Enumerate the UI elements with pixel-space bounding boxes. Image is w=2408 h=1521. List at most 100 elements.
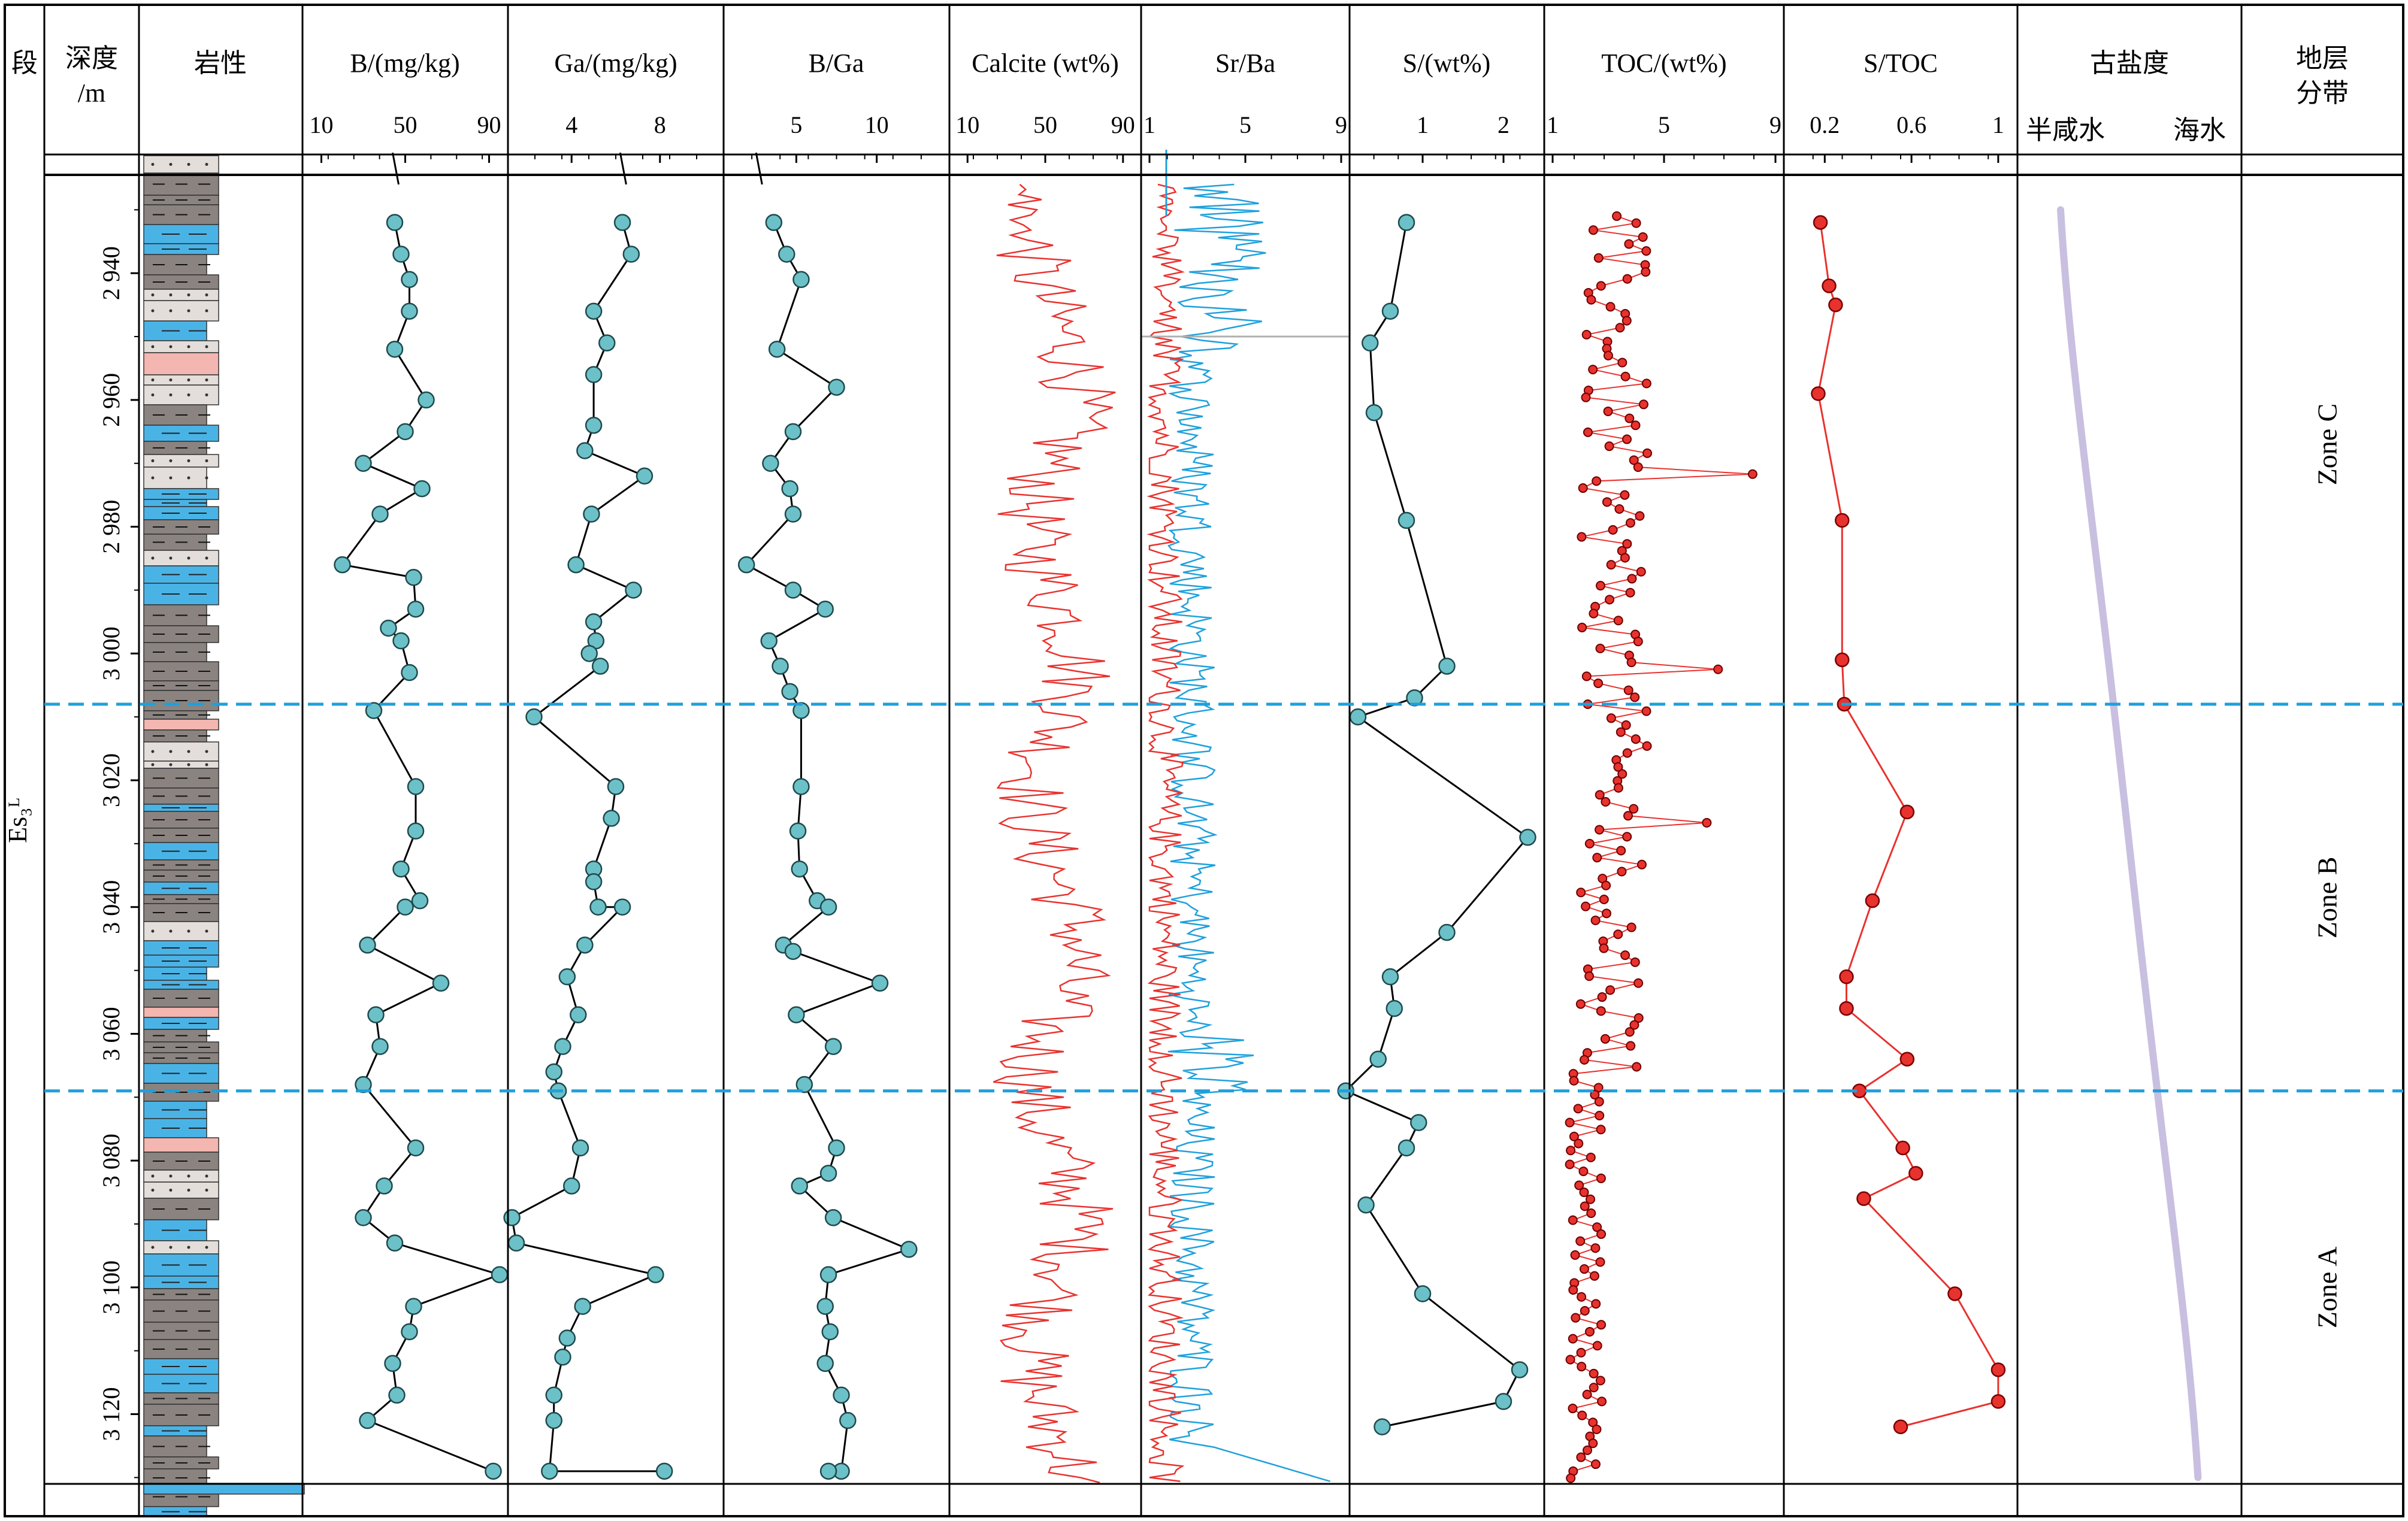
lithology-dot (169, 1189, 173, 1192)
point-toc (1613, 762, 1623, 772)
tick-label-calcite: 90 (1111, 111, 1135, 138)
point-bga (768, 340, 786, 358)
lithology-dot (169, 309, 173, 313)
point-bga (828, 1139, 845, 1157)
point-bga (791, 1177, 809, 1195)
lithology-dot (151, 378, 155, 381)
tick-label-b: 90 (477, 111, 501, 138)
point-toc (1579, 1055, 1589, 1065)
point-toc (1577, 1410, 1587, 1420)
curve-stub-b (392, 152, 400, 185)
tick-label-calcite: 50 (1033, 111, 1057, 138)
point-toc (1623, 685, 1633, 695)
point-toc (1605, 985, 1616, 995)
point-toc (1626, 922, 1636, 932)
point-toc (1608, 525, 1618, 535)
point-toc (1590, 1243, 1601, 1253)
point-bga (819, 1165, 837, 1182)
depth-tick-label: 3 120 (98, 1387, 125, 1441)
point-s (1438, 923, 1456, 941)
lithology-dot (187, 459, 190, 462)
lithology-layer (143, 1358, 219, 1375)
point-b (485, 1462, 502, 1480)
labels-layer: 段深度/m 岩性 B/(mg/kg) Ga/(mg/kg) B/Ga Calcite (w… (3, 44, 2349, 1441)
point-toc (1629, 1020, 1639, 1030)
lithology-dot (151, 345, 155, 349)
zone-label: Zone A (2312, 1247, 2343, 1329)
tick-label-srba: 1 (1144, 111, 1155, 138)
point-toc (1617, 866, 1627, 877)
point-b (365, 702, 383, 719)
lithology-layer (143, 224, 219, 244)
lithology-layer (143, 1017, 219, 1030)
point-toc (1596, 1229, 1607, 1239)
lithology-dot (187, 393, 190, 396)
tick-label-b: 10 (310, 111, 334, 138)
point-toc (1605, 302, 1616, 312)
point-b (397, 898, 414, 916)
point-b (380, 619, 397, 637)
point-toc (1592, 476, 1602, 486)
point-toc (1571, 1313, 1581, 1323)
point-b (418, 391, 435, 409)
point-toc (1581, 671, 1592, 681)
point-toc (1596, 1320, 1607, 1330)
header-salinity-high: 海水 (2173, 116, 2226, 145)
point-toc (1588, 1438, 1598, 1449)
point-s (1495, 1393, 1512, 1410)
lithology-dot (169, 750, 173, 753)
point-toc (1604, 441, 1614, 452)
lithology-dot (205, 163, 208, 166)
header-salinity: 古盐度 (2090, 49, 2169, 78)
point-toc (1589, 608, 1599, 619)
tick-label-calcite: 10 (955, 111, 979, 138)
lithology-layer (143, 1137, 219, 1153)
point-toc (1576, 1452, 1586, 1462)
point-toc (1617, 769, 1627, 779)
point-toc (1702, 817, 1712, 828)
point-toc (1569, 1131, 1579, 1141)
depth-tick-label: 3 040 (98, 880, 125, 934)
point-s (1414, 1285, 1432, 1302)
depth-tick-label: 2 940 (98, 246, 125, 300)
depth-tick-label: 3 020 (98, 753, 125, 807)
lithology-layer (143, 1007, 219, 1018)
point-toc (1584, 971, 1595, 981)
point-ga (567, 556, 585, 574)
point-toc (1625, 518, 1635, 528)
point-toc (1570, 1250, 1580, 1260)
lithology-dot (187, 476, 190, 480)
point-ga (507, 1234, 525, 1252)
lithology-dot (151, 750, 155, 753)
tick-label-toc: 1 (1547, 111, 1559, 138)
tick-label-bga: 5 (790, 111, 802, 138)
point-toc (1747, 469, 1757, 479)
lithology-dot (187, 378, 190, 381)
lithology-layer (143, 565, 219, 584)
point-bga (762, 455, 779, 472)
point-ga (576, 442, 594, 459)
point-toc (1579, 1187, 1589, 1198)
header-segment: 段 (11, 49, 38, 78)
point-bga (816, 1355, 834, 1372)
point-toc (1620, 553, 1630, 563)
lithology-dot (169, 459, 173, 462)
point-s (1438, 658, 1456, 675)
point-toc (1586, 1152, 1596, 1162)
point-toc (1592, 1222, 1602, 1232)
point-toc (1566, 1473, 1576, 1483)
point-toc (1622, 539, 1632, 549)
point-s (1511, 1361, 1529, 1378)
point-b (432, 974, 450, 992)
point-toc (1606, 560, 1616, 570)
point-s (1374, 1418, 1391, 1435)
point-toc (1590, 915, 1601, 925)
point-bga (781, 683, 798, 701)
lithology-dot (205, 763, 208, 766)
tick-label-s: 2 (1498, 111, 1509, 138)
point-s (1397, 1139, 1415, 1157)
point-s (1369, 1050, 1387, 1068)
header-depth: 深度 (65, 44, 118, 73)
point-ga (655, 1462, 673, 1480)
lithology-dot (205, 929, 208, 933)
